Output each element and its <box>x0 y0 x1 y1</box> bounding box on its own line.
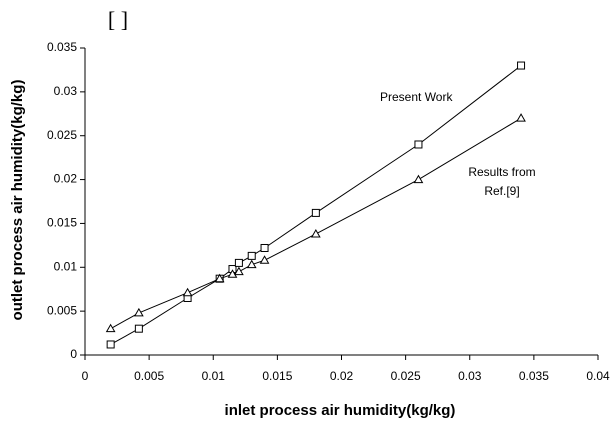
marker <box>517 61 526 70</box>
x-tick-label: 0.025 <box>391 369 421 383</box>
series-line <box>110 117 522 330</box>
marker <box>134 324 143 333</box>
marker <box>259 255 270 264</box>
x-tick-label: 0.04 <box>586 369 610 383</box>
annotation: Ref.[9] <box>484 184 519 198</box>
x-axis-label: inlet process air humidity(kg/kg) <box>225 402 456 419</box>
marker <box>134 307 144 317</box>
x-tick-label: 0 <box>82 369 89 383</box>
y-axis-label: outlet process air humidity(kg/kg) <box>9 80 26 321</box>
marker <box>246 259 257 269</box>
marker <box>227 269 238 278</box>
x-tick-label: 0.015 <box>262 369 292 383</box>
y-tick-label: 0.035 <box>47 40 77 54</box>
series-line <box>110 65 522 345</box>
annotation: Present Work <box>380 90 453 104</box>
y-tick-label: 0.01 <box>54 259 78 273</box>
marker <box>247 251 256 260</box>
y-tick-label: 0.02 <box>54 172 78 186</box>
marker <box>311 208 320 217</box>
x-tick-label: 0.01 <box>202 369 226 383</box>
y-tick-label: 0.03 <box>54 84 78 98</box>
marker <box>182 287 193 297</box>
marker <box>214 273 225 283</box>
x-tick-label: 0.035 <box>519 369 549 383</box>
y-tick-label: 0.025 <box>47 128 77 142</box>
marker <box>310 228 321 238</box>
marker <box>516 113 526 122</box>
marker <box>413 174 424 184</box>
marker <box>234 258 243 267</box>
marker <box>234 266 244 276</box>
marker <box>105 323 116 333</box>
marker <box>106 340 115 349</box>
x-tick-label: 0.02 <box>330 369 354 383</box>
y-tick-label: 0.015 <box>47 216 77 230</box>
annotation: Results from <box>468 165 535 179</box>
x-tick-label: 0.005 <box>134 369 164 383</box>
y-tick-label: 0.005 <box>47 303 77 317</box>
x-tick-label: 0.03 <box>458 369 482 383</box>
y-tick-label: 0 <box>70 347 77 361</box>
marker <box>260 243 269 252</box>
marker <box>414 140 423 149</box>
chart-title: [ ] <box>108 7 128 32</box>
